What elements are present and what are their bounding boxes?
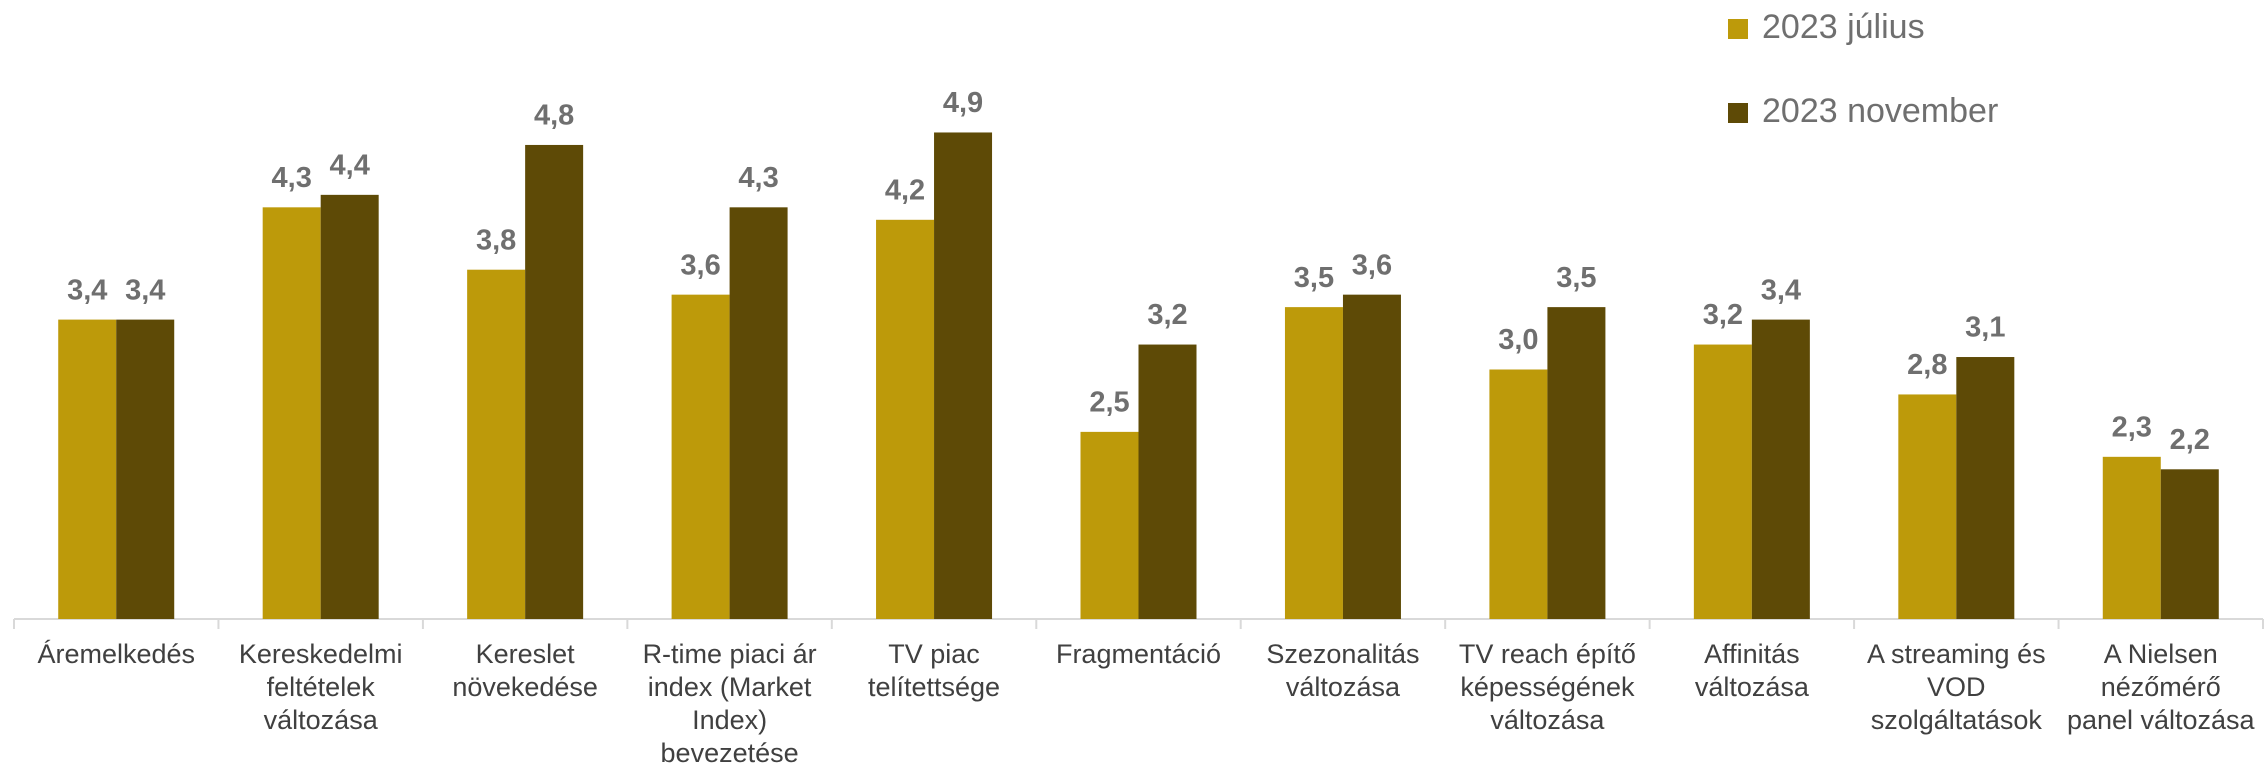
legend-label: 2023 július — [1762, 8, 1925, 46]
bar — [262, 207, 321, 619]
data-label: 3,1 — [1965, 312, 2005, 344]
data-label: 2,2 — [2170, 424, 2210, 456]
data-label: 3,4 — [125, 274, 165, 306]
data-label: 2,5 — [1089, 387, 1129, 419]
bar — [1284, 307, 1343, 619]
x-tick-label: Fragmentáció — [1055, 639, 1222, 669]
x-tick-label: A streaming és VOD szolgáltatások — [1867, 639, 2046, 735]
bar — [2160, 469, 2219, 619]
x-tick-label: A Nielsen nézőmérő panel változása — [2066, 639, 2255, 735]
bar — [58, 319, 117, 619]
bar — [1751, 319, 1810, 619]
x-tick-label: Kereslet növekedése — [452, 639, 598, 702]
data-label: 4,9 — [943, 87, 983, 119]
data-label: 4,8 — [534, 100, 574, 132]
bar — [1342, 294, 1401, 619]
x-tick-label: Áremelkedés — [37, 639, 196, 669]
bar — [934, 132, 993, 619]
data-label: 3,6 — [1352, 249, 1392, 281]
bar — [2102, 456, 2161, 619]
data-label: 3,0 — [1498, 324, 1538, 356]
bar — [1956, 357, 2015, 619]
data-label: 4,3 — [738, 162, 778, 194]
bar — [467, 269, 526, 619]
data-label: 4,4 — [330, 150, 370, 182]
bar — [116, 319, 175, 619]
bar — [1138, 344, 1197, 619]
data-label: 2,3 — [2112, 411, 2152, 443]
data-label: 3,8 — [476, 224, 516, 256]
bar — [729, 207, 788, 619]
data-label: 3,5 — [1556, 262, 1596, 294]
data-label: 3,5 — [1294, 262, 1334, 294]
bar — [1080, 431, 1139, 619]
bar — [1898, 394, 1957, 619]
data-label: 3,6 — [680, 249, 720, 281]
x-tick-label: Szezonalitás változása — [1266, 639, 1420, 702]
data-label: 4,2 — [885, 174, 925, 206]
bar — [671, 294, 730, 619]
bar — [1693, 344, 1752, 619]
legend-label: 2023 november — [1762, 92, 1998, 130]
legend-swatch — [1728, 103, 1748, 123]
x-tick-label: R-time piaci ár index (Market Index) bev… — [642, 639, 817, 768]
bar — [525, 144, 584, 619]
data-label: 3,2 — [1147, 299, 1187, 331]
bar — [876, 219, 935, 620]
x-tick-label: TV piac telítettsége — [867, 639, 1001, 702]
legend-swatch — [1728, 19, 1748, 39]
bar — [320, 194, 379, 619]
data-label: 2,8 — [1907, 349, 1947, 381]
x-tick-label: Affinitás változása — [1694, 639, 1809, 702]
data-label: 3,4 — [67, 274, 107, 306]
data-label: 3,2 — [1703, 299, 1743, 331]
data-label: 3,4 — [1761, 274, 1801, 306]
bar — [1547, 307, 1606, 619]
x-tick-label: Kereskedelmi feltételek változása — [238, 639, 403, 735]
data-label: 4,3 — [272, 162, 312, 194]
bar — [1489, 369, 1548, 619]
x-tick-label: TV reach építő képességének változása — [1458, 639, 1636, 735]
